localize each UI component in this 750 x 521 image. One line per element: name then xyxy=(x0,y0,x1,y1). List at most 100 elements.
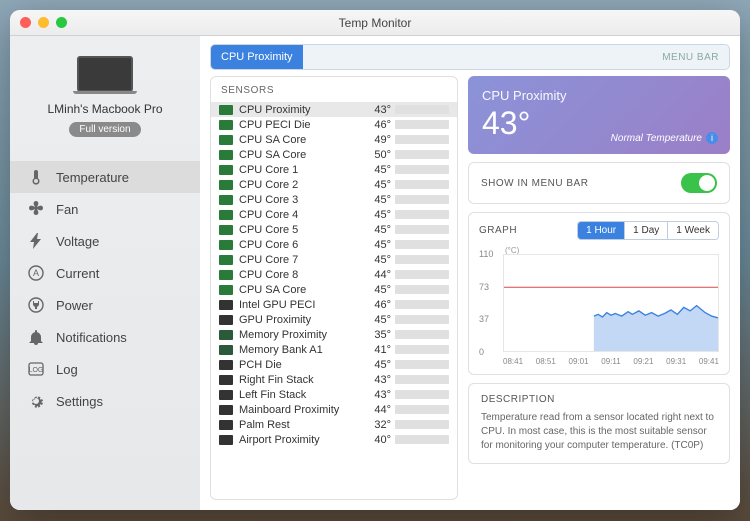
menubar-label[interactable]: MENU BAR xyxy=(662,52,729,63)
chip-icon xyxy=(219,375,233,385)
sensor-row[interactable]: Airport Proximity40° xyxy=(211,432,457,447)
chip-icon xyxy=(219,120,233,130)
sensor-temp: 35° xyxy=(361,329,391,341)
graph-title: GRAPH xyxy=(479,225,517,236)
sensor-name: Palm Rest xyxy=(239,419,361,431)
chip-icon xyxy=(219,135,233,145)
sensor-temp: 45° xyxy=(361,359,391,371)
info-icon[interactable]: i xyxy=(706,132,718,144)
sensor-bar xyxy=(395,435,449,444)
sensor-name: CPU SA Core xyxy=(239,284,361,296)
titlebar[interactable]: Temp Monitor xyxy=(10,10,740,36)
sensor-name: GPU Proximity xyxy=(239,314,361,326)
device-name: LMinh's Macbook Pro xyxy=(47,102,162,116)
sensor-bar xyxy=(395,240,449,249)
chip-icon xyxy=(219,435,233,445)
sensor-row[interactable]: Left Fin Stack43° xyxy=(211,387,457,402)
sensor-bar xyxy=(395,405,449,414)
chip-icon xyxy=(219,165,233,175)
sensor-row[interactable]: CPU SA Core49° xyxy=(211,132,457,147)
sensor-name: Memory Bank A1 xyxy=(239,344,361,356)
sensor-name: Intel GPU PECI xyxy=(239,299,361,311)
sensor-row[interactable]: CPU Core 745° xyxy=(211,252,457,267)
sensor-row[interactable]: CPU Core 545° xyxy=(211,222,457,237)
x-tick-label: 09:31 xyxy=(666,357,686,366)
sensor-row[interactable]: CPU Core 345° xyxy=(211,192,457,207)
gear-icon xyxy=(28,393,44,409)
chip-icon xyxy=(219,180,233,190)
description-panel: DESCRIPTION Temperature read from a sens… xyxy=(468,383,730,464)
sensor-bar xyxy=(395,255,449,264)
x-tick-label: 09:01 xyxy=(569,357,589,366)
sensor-bar xyxy=(395,135,449,144)
chip-icon xyxy=(219,345,233,355)
sensor-bar xyxy=(395,345,449,354)
window-title: Temp Monitor xyxy=(10,16,740,30)
chip-icon xyxy=(219,105,233,115)
chip-icon xyxy=(219,285,233,295)
bolt-icon xyxy=(28,233,44,249)
sidebar-item-label: Current xyxy=(56,266,99,281)
sensor-temp: 46° xyxy=(361,119,391,131)
sensor-list[interactable]: CPU Proximity43°CPU PECI Die46°CPU SA Co… xyxy=(211,102,457,499)
sensor-bar xyxy=(395,270,449,279)
sensor-row[interactable]: Right Fin Stack43° xyxy=(211,372,457,387)
sensor-row[interactable]: CPU PECI Die46° xyxy=(211,117,457,132)
y-tick-label: 73 xyxy=(479,282,489,292)
sensor-row[interactable]: Intel GPU PECI46° xyxy=(211,297,457,312)
sensor-bar xyxy=(395,225,449,234)
sensor-row[interactable]: PCH Die45° xyxy=(211,357,457,372)
sensor-selector-bar[interactable]: CPU Proximity MENU BAR xyxy=(210,44,730,70)
sidebar-item-power[interactable]: Power xyxy=(10,289,200,321)
range-button[interactable]: 1 Day xyxy=(624,222,667,239)
sidebar-item-fan[interactable]: Fan xyxy=(10,193,200,225)
sensor-name: Right Fin Stack xyxy=(239,374,361,386)
sidebar-item-voltage[interactable]: Voltage xyxy=(10,225,200,257)
range-button[interactable]: 1 Hour xyxy=(578,222,624,239)
x-tick-label: 08:41 xyxy=(503,357,523,366)
sensor-name: CPU SA Core xyxy=(239,134,361,146)
sensor-temp: 41° xyxy=(361,344,391,356)
chip-icon xyxy=(219,150,233,160)
sensor-row[interactable]: CPU SA Core50° xyxy=(211,147,457,162)
sensor-name: CPU Core 5 xyxy=(239,224,361,236)
sensor-row[interactable]: Memory Bank A141° xyxy=(211,342,457,357)
sidebar-item-temperature[interactable]: Temperature xyxy=(10,161,200,193)
sidebar-item-notifications[interactable]: Notifications xyxy=(10,321,200,353)
graph-range-segmented: 1 Hour1 Day1 Week xyxy=(577,221,719,240)
window-body: LMinh's Macbook Pro Full version Tempera… xyxy=(10,36,740,510)
sensor-row[interactable]: Palm Rest32° xyxy=(211,417,457,432)
selected-sensor-chip[interactable]: CPU Proximity xyxy=(211,45,303,69)
show-menubar-label: SHOW IN MENU BAR xyxy=(481,178,588,189)
sidebar-item-current[interactable]: ACurrent xyxy=(10,257,200,289)
graph-panel: GRAPH 1 Hour1 Day1 Week (°C) 1107337008:… xyxy=(468,212,730,375)
sensor-row[interactable]: CPU SA Core45° xyxy=(211,282,457,297)
sensor-bar xyxy=(395,390,449,399)
range-button[interactable]: 1 Week xyxy=(667,222,718,239)
sensor-row[interactable]: CPU Proximity43° xyxy=(211,102,457,117)
show-menubar-toggle[interactable] xyxy=(681,173,717,193)
sensor-bar xyxy=(395,105,449,114)
sensor-row[interactable]: CPU Core 245° xyxy=(211,177,457,192)
sensor-name: CPU Core 6 xyxy=(239,239,361,251)
sidebar-item-settings[interactable]: Settings xyxy=(10,385,200,417)
sidebar-item-label: Notifications xyxy=(56,330,127,345)
sensor-row[interactable]: Memory Proximity35° xyxy=(211,327,457,342)
sensor-temp: 49° xyxy=(361,134,391,146)
sensor-row[interactable]: CPU Core 145° xyxy=(211,162,457,177)
sidebar-item-log[interactable]: LOGLog xyxy=(10,353,200,385)
sensor-temp: 44° xyxy=(361,269,391,281)
sensor-row[interactable]: CPU Core 645° xyxy=(211,237,457,252)
sensor-row[interactable]: Mainboard Proximity44° xyxy=(211,402,457,417)
content: SENSORS CPU Proximity43°CPU PECI Die46°C… xyxy=(200,76,740,510)
sensor-bar xyxy=(395,210,449,219)
sensor-row[interactable]: CPU Core 844° xyxy=(211,267,457,282)
description-title: DESCRIPTION xyxy=(481,394,717,405)
sensor-bar xyxy=(395,285,449,294)
sensor-row[interactable]: CPU Core 445° xyxy=(211,207,457,222)
sensor-temp: 46° xyxy=(361,299,391,311)
sensor-row[interactable]: GPU Proximity45° xyxy=(211,312,457,327)
chip-icon xyxy=(219,270,233,280)
plug-icon xyxy=(28,297,44,313)
chip-icon xyxy=(219,300,233,310)
